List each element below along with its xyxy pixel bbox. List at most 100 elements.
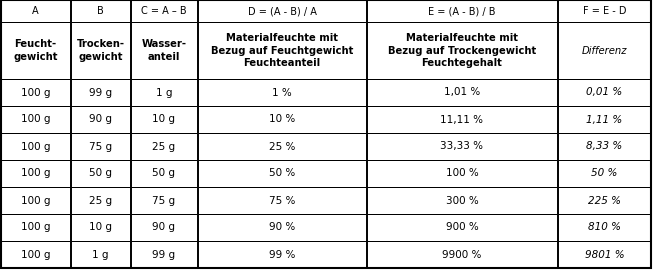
Bar (198, 160, 366, 187)
Bar (367, 133, 557, 160)
Text: 8,33 %: 8,33 % (587, 141, 623, 151)
Text: 900 %: 900 % (445, 222, 478, 233)
Bar (367, 106, 557, 133)
Text: Materialfeuchte mit
Bezug auf Feuchtgewicht
Feuchteanteil: Materialfeuchte mit Bezug auf Feuchtgewi… (211, 33, 353, 68)
Bar (1, 214, 70, 241)
Text: Trocken-
gewicht: Trocken- gewicht (76, 39, 125, 62)
Bar (367, 160, 557, 187)
Bar (558, 22, 651, 79)
Bar (71, 22, 130, 79)
Bar (198, 0, 366, 22)
Text: 90 g: 90 g (89, 115, 112, 124)
Text: 100 g: 100 g (20, 115, 50, 124)
Text: 50 %: 50 % (591, 169, 617, 179)
Bar (558, 187, 651, 214)
Text: F = E - D: F = E - D (583, 6, 626, 16)
Text: A: A (32, 6, 39, 16)
Text: 9801 %: 9801 % (585, 250, 624, 260)
Text: B: B (97, 6, 104, 16)
Text: 25 g: 25 g (152, 141, 175, 151)
Text: 1,11 %: 1,11 % (587, 115, 623, 124)
Bar (131, 79, 197, 106)
Text: 75 %: 75 % (269, 195, 295, 205)
Text: 50 g: 50 g (89, 169, 112, 179)
Text: 75 g: 75 g (89, 141, 112, 151)
Text: 50 %: 50 % (269, 169, 295, 179)
Text: 300 %: 300 % (445, 195, 478, 205)
Text: 25 g: 25 g (89, 195, 112, 205)
Text: Feucht-
gewicht: Feucht- gewicht (13, 39, 58, 62)
Bar (71, 106, 130, 133)
Text: 99 g: 99 g (152, 250, 175, 260)
Bar (198, 22, 366, 79)
Text: 100 g: 100 g (20, 141, 50, 151)
Text: 75 g: 75 g (152, 195, 175, 205)
Bar (198, 133, 366, 160)
Bar (558, 214, 651, 241)
Bar (71, 0, 130, 22)
Text: 25 %: 25 % (269, 141, 295, 151)
Bar (71, 214, 130, 241)
Bar (198, 106, 366, 133)
Text: 9900 %: 9900 % (442, 250, 482, 260)
Bar (71, 241, 130, 268)
Text: 810 %: 810 % (588, 222, 621, 233)
Bar (71, 160, 130, 187)
Text: 100 g: 100 g (20, 88, 50, 98)
Bar (131, 22, 197, 79)
Bar (131, 241, 197, 268)
Bar (131, 133, 197, 160)
Bar (367, 22, 557, 79)
Bar (71, 187, 130, 214)
Text: 10 g: 10 g (89, 222, 112, 233)
Bar (131, 214, 197, 241)
Text: 1,01 %: 1,01 % (444, 88, 480, 98)
Text: 1 g: 1 g (156, 88, 172, 98)
Text: Materialfeuchte mit
Bezug auf Trockengewicht
Feuchtegehalt: Materialfeuchte mit Bezug auf Trockengew… (388, 33, 536, 68)
Text: Differenz: Differenz (582, 46, 627, 56)
Bar (1, 241, 70, 268)
Bar (1, 160, 70, 187)
Text: 10 g: 10 g (152, 115, 175, 124)
Text: 50 g: 50 g (152, 169, 175, 179)
Text: 11,11 %: 11,11 % (440, 115, 484, 124)
Text: Wasser-
anteil: Wasser- anteil (142, 39, 186, 62)
Text: 225 %: 225 % (588, 195, 621, 205)
Bar (1, 187, 70, 214)
Text: 100 %: 100 % (445, 169, 478, 179)
Bar (367, 79, 557, 106)
Bar (558, 106, 651, 133)
Bar (367, 214, 557, 241)
Bar (131, 0, 197, 22)
Text: 33,33 %: 33,33 % (440, 141, 484, 151)
Text: 100 g: 100 g (20, 250, 50, 260)
Bar (1, 133, 70, 160)
Bar (1, 22, 70, 79)
Bar (131, 106, 197, 133)
Bar (198, 214, 366, 241)
Text: 100 g: 100 g (20, 222, 50, 233)
Bar (558, 79, 651, 106)
Bar (558, 0, 651, 22)
Bar (1, 79, 70, 106)
Text: 0,01 %: 0,01 % (587, 88, 623, 98)
Text: 1 %: 1 % (272, 88, 292, 98)
Text: 90 g: 90 g (152, 222, 175, 233)
Bar (558, 133, 651, 160)
Text: 100 g: 100 g (20, 169, 50, 179)
Text: 100 g: 100 g (20, 195, 50, 205)
Bar (1, 106, 70, 133)
Bar (558, 241, 651, 268)
Bar (198, 187, 366, 214)
Text: E = (A - B) / B: E = (A - B) / B (428, 6, 496, 16)
Bar (367, 0, 557, 22)
Bar (1, 0, 70, 22)
Bar (71, 133, 130, 160)
Bar (71, 79, 130, 106)
Bar (131, 187, 197, 214)
Bar (198, 79, 366, 106)
Bar (367, 241, 557, 268)
Text: 99 %: 99 % (269, 250, 295, 260)
Text: 90 %: 90 % (269, 222, 295, 233)
Bar (131, 160, 197, 187)
